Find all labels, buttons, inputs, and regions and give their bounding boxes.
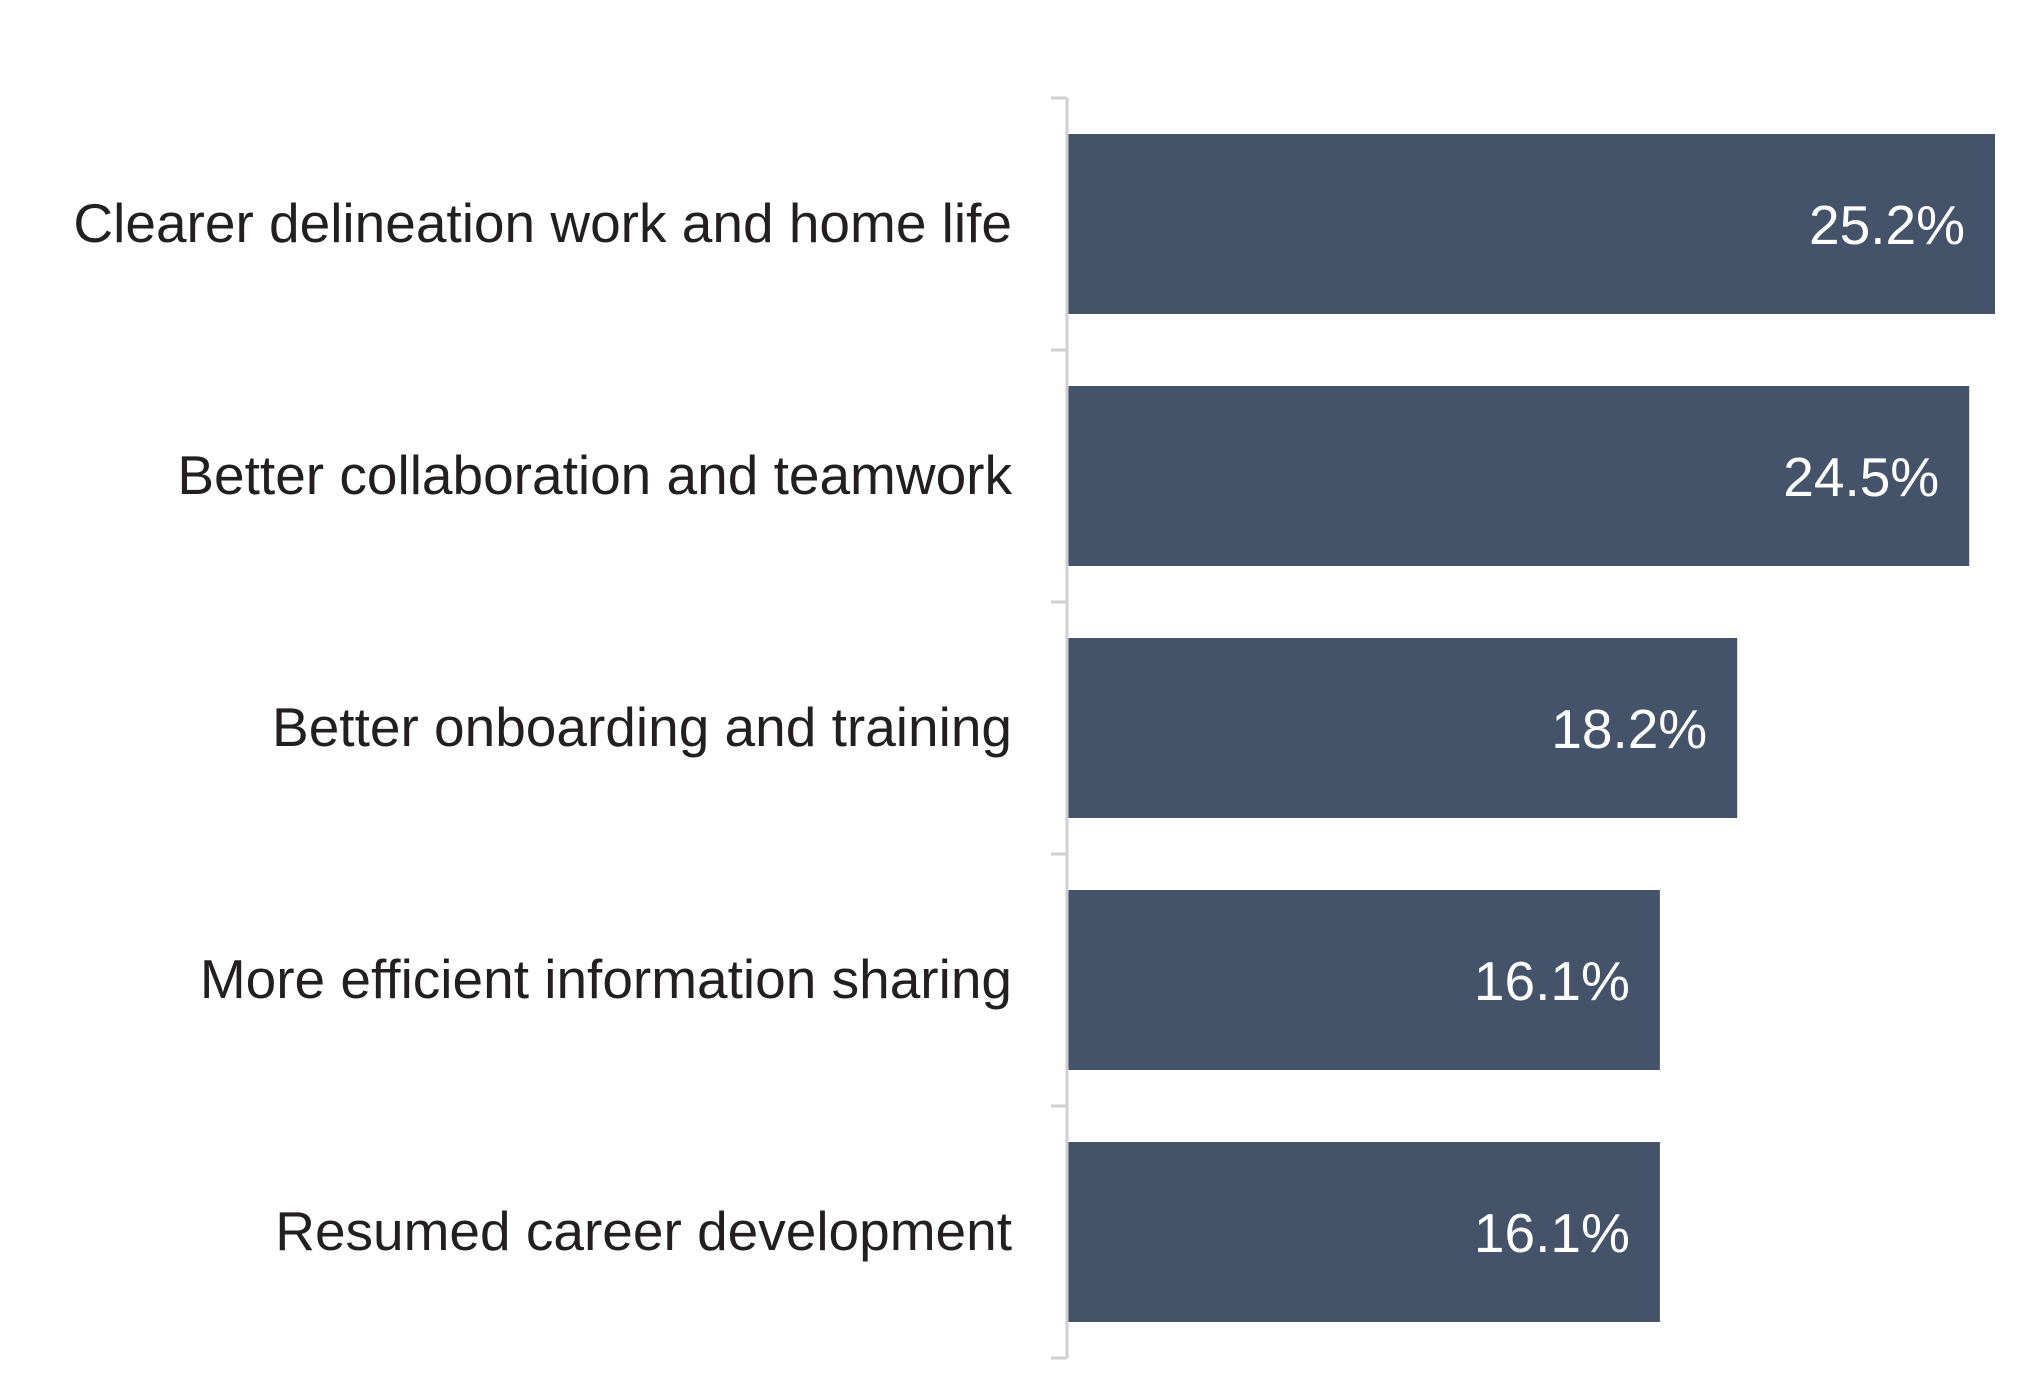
data-label: 24.5% [1783, 446, 1939, 508]
data-label: 25.2% [1809, 194, 1965, 256]
bar [1067, 638, 1738, 818]
bars-layer [1067, 134, 1995, 1322]
bar [1067, 890, 1660, 1070]
bar [1067, 1142, 1660, 1322]
bar [1067, 386, 1970, 566]
category-label: Clearer delineation work and home life [73, 192, 1012, 254]
category-axis [1051, 96, 1069, 1360]
data-label: 16.1% [1474, 1202, 1630, 1264]
category-label: Resumed career development [275, 1200, 1012, 1262]
data-label: 16.1% [1474, 950, 1630, 1012]
data-label: 18.2% [1551, 698, 1707, 760]
bar [1067, 134, 1995, 314]
category-label: Better onboarding and training [272, 696, 1012, 758]
category-label: More efficient information sharing [200, 948, 1012, 1010]
category-label: Better collaboration and teamwork [177, 444, 1012, 506]
labels-layer: Clearer delineation work and home life 25… [73, 192, 1965, 1264]
